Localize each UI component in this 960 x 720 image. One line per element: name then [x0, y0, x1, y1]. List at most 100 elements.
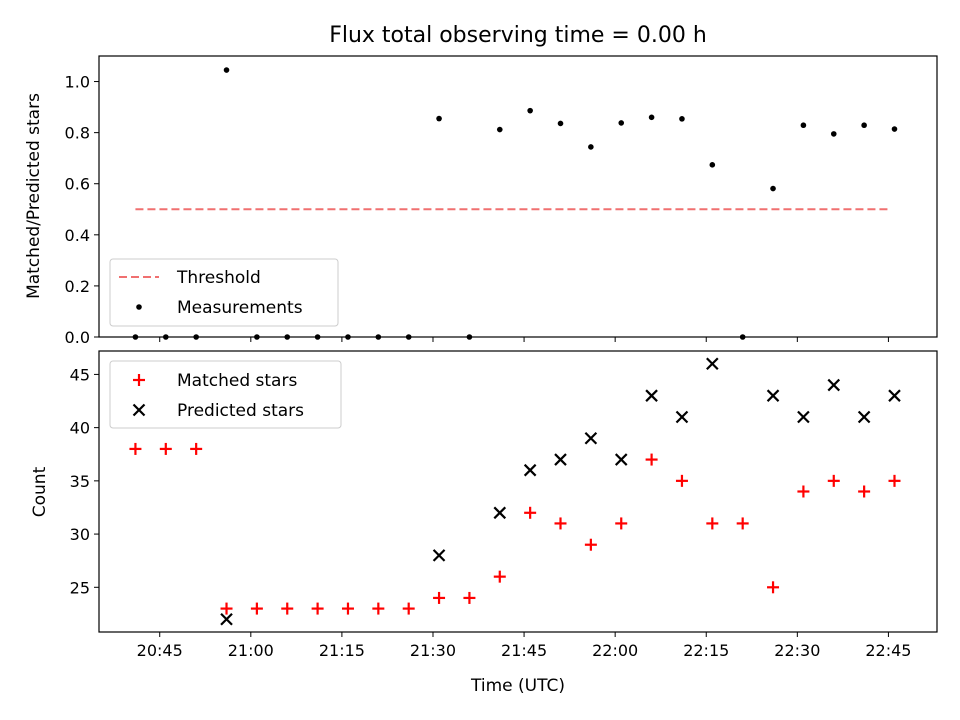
x-tick-label: 20:45 — [137, 641, 183, 660]
x-tick-label: 22:45 — [865, 641, 911, 660]
top-y-tick-label: 0.8 — [65, 124, 90, 143]
bottom-y-tick-label: 45 — [70, 365, 90, 384]
matched-star-point — [706, 517, 719, 530]
predicted-star-point — [614, 453, 628, 466]
x-b — [797, 410, 810, 424]
x-b — [706, 357, 719, 371]
predicted-star-point — [554, 453, 567, 466]
matched-star-point — [311, 602, 324, 615]
predicted-star-point — [888, 389, 901, 402]
x-b — [554, 453, 567, 466]
x-b — [432, 549, 446, 562]
matched-star-point — [493, 570, 506, 583]
bottom-y-tick-label: 35 — [70, 472, 90, 491]
predicted-star-point — [827, 378, 841, 392]
matched-star-point — [584, 538, 597, 551]
top-y-tick-label: 0.0 — [65, 328, 90, 347]
predicted-star-point — [645, 389, 658, 402]
matched-star-point — [827, 474, 840, 487]
legend-measurements-label: Measurements — [177, 298, 303, 318]
bottom-y-tick-label: 30 — [70, 525, 90, 544]
measurement-point — [557, 120, 564, 127]
matched-star-point — [190, 442, 203, 455]
measurement-point — [830, 131, 837, 137]
matched-star-point — [281, 602, 294, 615]
predicted-star-point — [220, 612, 233, 626]
matched-star-point — [858, 485, 871, 498]
matched-star-point — [250, 602, 263, 615]
matched-star-point — [433, 591, 446, 604]
bottom-y-tick-label: 25 — [70, 578, 90, 597]
measurement-point — [436, 115, 442, 122]
x-tick-label: 21:00 — [228, 641, 274, 660]
x-b — [220, 612, 233, 626]
x-b — [132, 403, 146, 417]
matched-star-point — [402, 602, 415, 615]
measurement-point — [648, 114, 655, 121]
matched-star-point — [463, 591, 476, 604]
x-tick-label: 22:00 — [592, 641, 638, 660]
top-legend: Threshold Measurements — [109, 258, 339, 327]
legend-predicted-label: Predicted stars — [177, 401, 304, 421]
matched-star-point — [615, 517, 628, 530]
measurement-point — [527, 107, 533, 114]
measurement-point — [679, 116, 685, 122]
x-b — [584, 432, 598, 445]
top-legend-box — [109, 258, 339, 327]
predicted-star-point — [766, 389, 780, 402]
legend-threshold-label: Threshold — [176, 268, 261, 288]
top-y-tick-label: 0.6 — [65, 175, 90, 194]
matched-star-point — [554, 517, 567, 530]
matched-star-point — [797, 485, 810, 498]
bottom-y-tick-label: 40 — [70, 419, 90, 438]
predicted-star-point — [432, 549, 446, 562]
matched-star-point — [736, 517, 749, 530]
legend-measurements-swatch — [136, 304, 142, 310]
measurement-point — [618, 120, 625, 126]
matched-star-point — [675, 474, 688, 487]
x-b — [857, 410, 871, 424]
matched-star-point — [524, 506, 537, 519]
matched-star-point — [372, 602, 385, 615]
top-y-tick-label: 0.4 — [65, 226, 90, 245]
matched-star-point — [767, 581, 780, 594]
matched-star-point — [341, 602, 354, 615]
x-b — [645, 389, 658, 402]
measurement-point — [770, 185, 776, 192]
top-y-tick-label: 0.2 — [65, 277, 90, 296]
top-panel: 0.0 0.2 0.4 0.6 0.8 1.0 Threshold Measurements — [65, 55, 938, 347]
x-axis-label: Time (UTC) — [470, 676, 565, 696]
measurement-point — [861, 122, 867, 129]
x-tick-label: 21:15 — [319, 641, 365, 660]
legend-matched-swatch — [133, 374, 145, 386]
predicted-star-point — [706, 357, 719, 371]
x-tick-label: 21:30 — [410, 641, 456, 660]
top-plot-frame — [98, 55, 938, 338]
x-b — [614, 453, 628, 466]
predicted-star-point — [493, 506, 507, 520]
legend-predicted-swatch — [132, 403, 146, 417]
bottom-legend-box — [109, 360, 342, 429]
legend-matched-label: Matched stars — [177, 371, 297, 391]
matched-star-point — [129, 442, 142, 455]
top-y-axis-label: Matched/Predicted stars — [24, 93, 44, 299]
predicted-star-point — [675, 410, 689, 424]
predicted-star-point — [584, 432, 598, 445]
matched-star-point — [220, 602, 233, 615]
predicted-star-point — [523, 463, 537, 477]
measurement-point — [223, 67, 230, 73]
measurement-point — [496, 126, 503, 133]
measurement-point — [891, 126, 898, 132]
x-b — [766, 389, 780, 402]
bottom-legend: Matched stars Predicted stars — [109, 360, 342, 429]
predicted-star-point — [797, 410, 810, 424]
measurement-point — [588, 144, 594, 150]
matched-star-point — [159, 442, 172, 455]
measurement-point — [709, 162, 716, 168]
measurement-point — [800, 122, 807, 129]
bottom-plot-frame — [98, 350, 938, 633]
matched-star-point — [645, 453, 658, 466]
x-b — [888, 389, 901, 402]
x-tick-label: 21:45 — [501, 641, 547, 660]
